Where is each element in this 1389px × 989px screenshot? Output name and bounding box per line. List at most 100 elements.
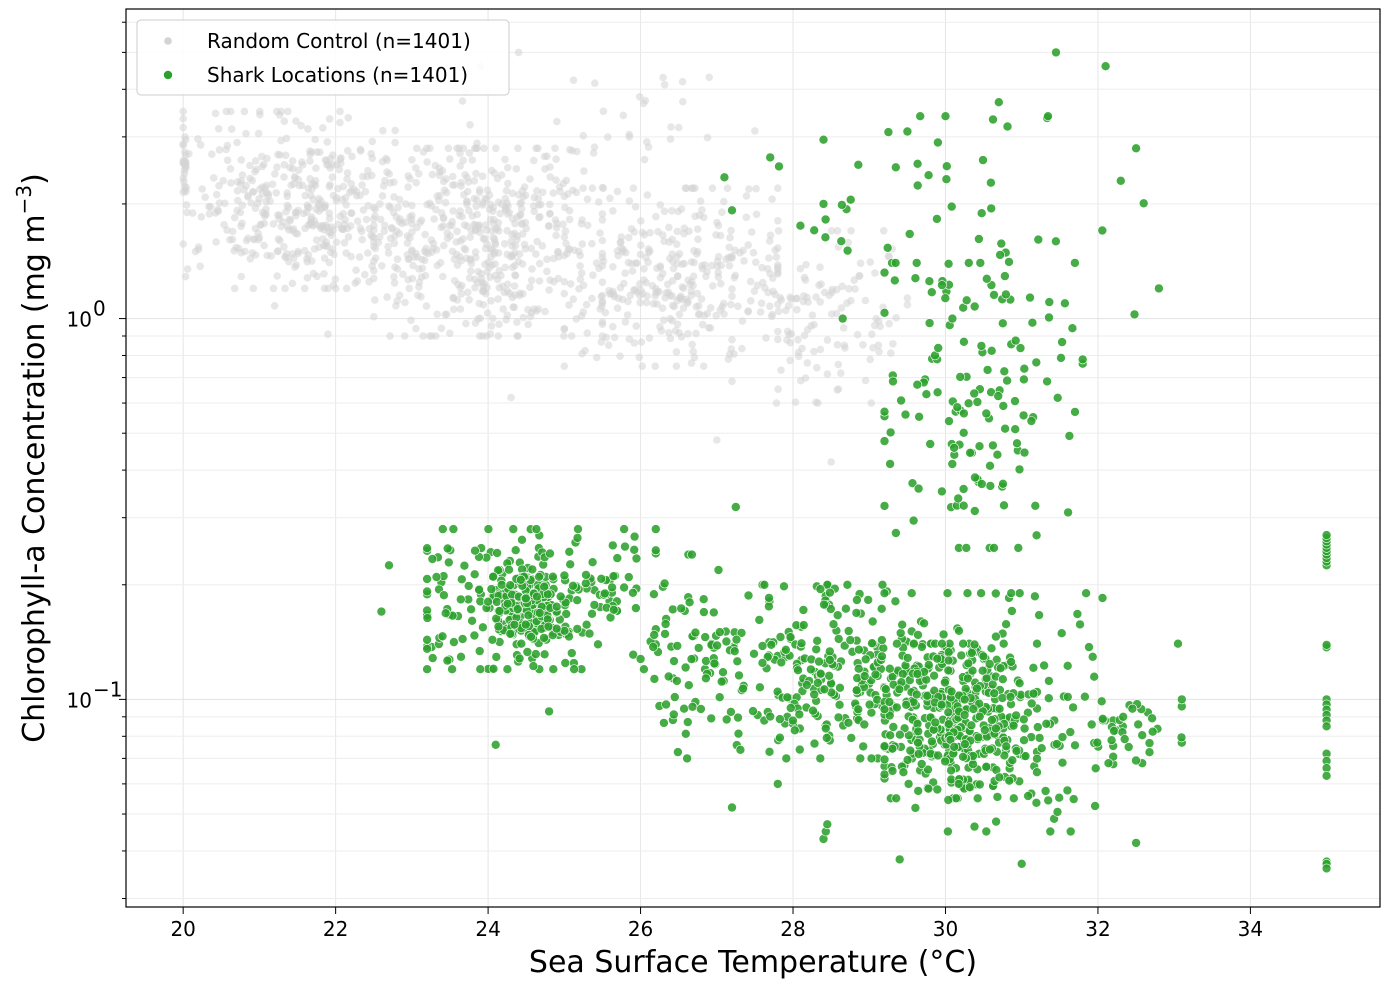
- point-shark-location: [825, 655, 835, 665]
- point-random-control: [660, 316, 668, 325]
- point-shark-location: [712, 640, 722, 651]
- point-shark-location: [961, 295, 972, 306]
- point-random-control: [850, 276, 858, 285]
- point-shark-location: [668, 709, 679, 720]
- point-shark-location: [1173, 638, 1183, 649]
- point-random-control: [694, 235, 702, 244]
- point-shark-location: [822, 819, 833, 830]
- point-random-control: [546, 173, 554, 181]
- point-random-control: [251, 157, 260, 165]
- point-random-control: [462, 319, 470, 328]
- point-random-control: [672, 348, 681, 356]
- point-random-control: [652, 284, 660, 293]
- point-random-control: [379, 126, 387, 135]
- point-shark-location: [959, 408, 969, 419]
- point-random-control: [545, 286, 553, 294]
- point-shark-location: [1018, 410, 1029, 421]
- point-random-control: [273, 163, 281, 171]
- point-random-control: [298, 158, 306, 166]
- point-shark-location: [569, 664, 579, 675]
- point-shark-location: [487, 634, 498, 645]
- point-random-control: [625, 130, 633, 139]
- point-random-control: [220, 221, 228, 229]
- point-random-control: [538, 188, 547, 197]
- point-shark-location: [941, 174, 952, 184]
- point-shark-location: [949, 742, 960, 752]
- point-random-control: [269, 220, 278, 228]
- point-random-control: [903, 301, 912, 309]
- point-shark-location: [599, 588, 610, 599]
- point-shark-location: [1070, 407, 1080, 417]
- point-random-control: [573, 147, 581, 156]
- point-random-control: [448, 247, 457, 256]
- point-shark-location: [932, 784, 943, 795]
- point-shark-location: [965, 447, 975, 458]
- point-random-control: [206, 202, 215, 211]
- point-shark-location: [891, 528, 901, 538]
- point-random-control: [645, 334, 654, 342]
- point-shark-location: [474, 584, 484, 595]
- point-shark-location: [902, 126, 913, 137]
- point-shark-location: [667, 604, 678, 615]
- point-shark-location: [1060, 298, 1070, 309]
- point-shark-location: [631, 553, 642, 564]
- point-shark-location: [922, 690, 933, 701]
- point-random-control: [383, 293, 391, 301]
- point-random-control: [768, 310, 777, 319]
- point-shark-location: [660, 619, 671, 629]
- point-random-control: [768, 195, 776, 203]
- point-shark-location: [1321, 863, 1332, 874]
- point-shark-location: [883, 127, 894, 137]
- point-shark-location: [897, 619, 908, 630]
- point-random-control: [359, 172, 367, 181]
- point-shark-location: [672, 641, 683, 651]
- point-random-control: [503, 311, 512, 320]
- point-random-control: [675, 310, 684, 319]
- point-shark-location: [885, 427, 896, 438]
- point-random-control: [480, 234, 489, 243]
- point-random-control: [242, 181, 250, 190]
- point-random-control: [514, 48, 523, 57]
- point-random-control: [614, 294, 623, 303]
- point-random-control: [853, 330, 862, 339]
- point-random-control: [260, 160, 268, 169]
- point-shark-location: [661, 699, 671, 710]
- point-random-control: [503, 287, 512, 296]
- point-random-control: [580, 167, 588, 175]
- point-random-control: [414, 291, 422, 300]
- point-random-control: [303, 274, 312, 282]
- point-random-control: [300, 284, 309, 293]
- point-shark-location: [879, 588, 890, 599]
- point-random-control: [673, 240, 681, 248]
- point-shark-location: [809, 689, 820, 700]
- point-shark-location: [718, 667, 728, 678]
- point-random-control: [493, 275, 502, 284]
- point-random-control: [483, 309, 492, 317]
- point-shark-location: [999, 366, 1010, 377]
- point-shark-location: [819, 684, 830, 695]
- point-random-control: [182, 183, 191, 192]
- point-random-control: [692, 329, 700, 338]
- point-shark-location: [649, 674, 660, 684]
- point-shark-location: [1001, 619, 1011, 630]
- point-random-control: [609, 207, 617, 215]
- point-random-control: [466, 233, 475, 241]
- point-shark-location: [496, 579, 507, 590]
- point-random-control: [517, 205, 526, 213]
- point-random-control: [861, 376, 870, 385]
- point-random-control: [507, 393, 515, 402]
- point-shark-location: [998, 638, 1009, 649]
- point-shark-location: [967, 665, 978, 676]
- point-random-control: [392, 302, 400, 310]
- point-random-control: [559, 220, 567, 229]
- point-shark-location: [860, 654, 871, 665]
- point-random-control: [666, 334, 675, 343]
- point-random-control: [530, 305, 538, 313]
- point-random-control: [592, 259, 601, 267]
- point-shark-location: [1144, 747, 1155, 758]
- point-random-control: [275, 215, 283, 223]
- point-random-control: [358, 181, 366, 189]
- point-random-control: [234, 196, 242, 205]
- point-shark-location: [910, 273, 921, 284]
- point-random-control: [508, 215, 517, 223]
